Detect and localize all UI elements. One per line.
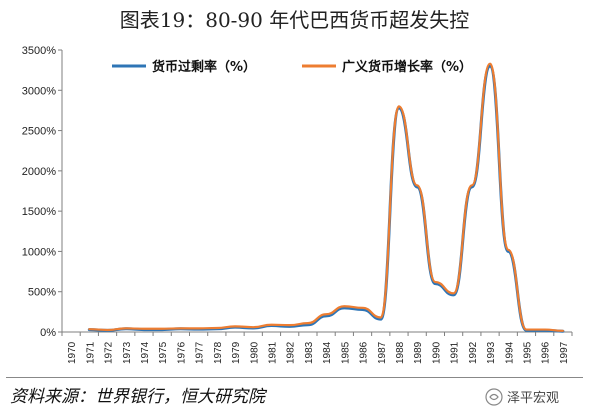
divider [6, 377, 583, 378]
series-line-1 [87, 64, 565, 333]
x-tick-label: 1975 [158, 341, 169, 364]
source-note: 资料来源：世界银行，恒大研究院 [10, 387, 265, 407]
chart-axes: 0% 500% 1000% 1500% 2000% 2500% 3000% 3500% 1970… [22, 45, 573, 364]
x-tick-label: 1980 [249, 341, 260, 364]
y-tick-label: 0% [40, 327, 56, 339]
x-tick-label: 1978 [213, 341, 224, 364]
y-tick-label: 1000% [22, 246, 56, 258]
legend-label-2: 广义货币增长率（%） [342, 59, 472, 75]
x-tick-label: 1970 [67, 341, 78, 364]
brand-name: 泽平宏观 [506, 391, 559, 406]
x-tick-label: 1981 [267, 341, 278, 364]
x-tick-label: 1989 [413, 341, 424, 364]
y-tick-label: 2000% [22, 166, 56, 178]
y-tick-label: 2500% [22, 126, 56, 138]
x-tick-label: 1974 [140, 341, 151, 364]
x-tick-label: 1987 [377, 341, 388, 364]
series-line-2 [88, 62, 564, 332]
x-tick-label: 1991 [450, 341, 461, 364]
chart-lines [87, 62, 565, 333]
x-tick-label: 1977 [195, 341, 206, 364]
x-tick-label: 1986 [359, 341, 370, 364]
x-tick-label: 1973 [122, 341, 133, 364]
legend-label-1: 货币过剩率（%） [152, 59, 256, 75]
x-tick-label: 1971 [85, 341, 96, 364]
line-chart: 0% 500% 1000% 1500% 2000% 2500% 3000% 3500% 1970… [22, 45, 573, 364]
figure-title: 图表19：80-90 年代巴西货币超发失控 [119, 8, 470, 32]
y-tick-label: 500% [28, 287, 56, 299]
y-tick-label: 3000% [22, 85, 56, 97]
brand-watermark: 泽平宏观 [485, 387, 559, 406]
x-tick-label: 1994 [504, 341, 515, 364]
x-tick-label: 1995 [522, 341, 533, 364]
x-tick-label: 1993 [486, 341, 497, 364]
y-tick-label: 3500% [22, 45, 56, 57]
wechat-channel-icon [485, 387, 503, 406]
x-tick-label: 1992 [468, 341, 479, 364]
chart-legend: 货币过剩率（%） 广义货币增长率（%） [112, 59, 472, 75]
x-tick-label: 1983 [304, 341, 315, 364]
x-tick-label: 1982 [286, 341, 297, 364]
x-tick-label: 1988 [395, 341, 406, 364]
x-tick-label: 1996 [541, 341, 552, 364]
x-tick-label: 1972 [104, 341, 115, 364]
x-tick-label: 1990 [431, 341, 442, 364]
x-tick-label: 1979 [231, 341, 242, 364]
x-tick-label: 1984 [322, 341, 333, 364]
x-tick-label: 1997 [559, 341, 570, 364]
y-tick-label: 1500% [22, 206, 56, 218]
x-tick-label: 1985 [340, 341, 351, 364]
x-tick-label: 1976 [176, 341, 187, 364]
